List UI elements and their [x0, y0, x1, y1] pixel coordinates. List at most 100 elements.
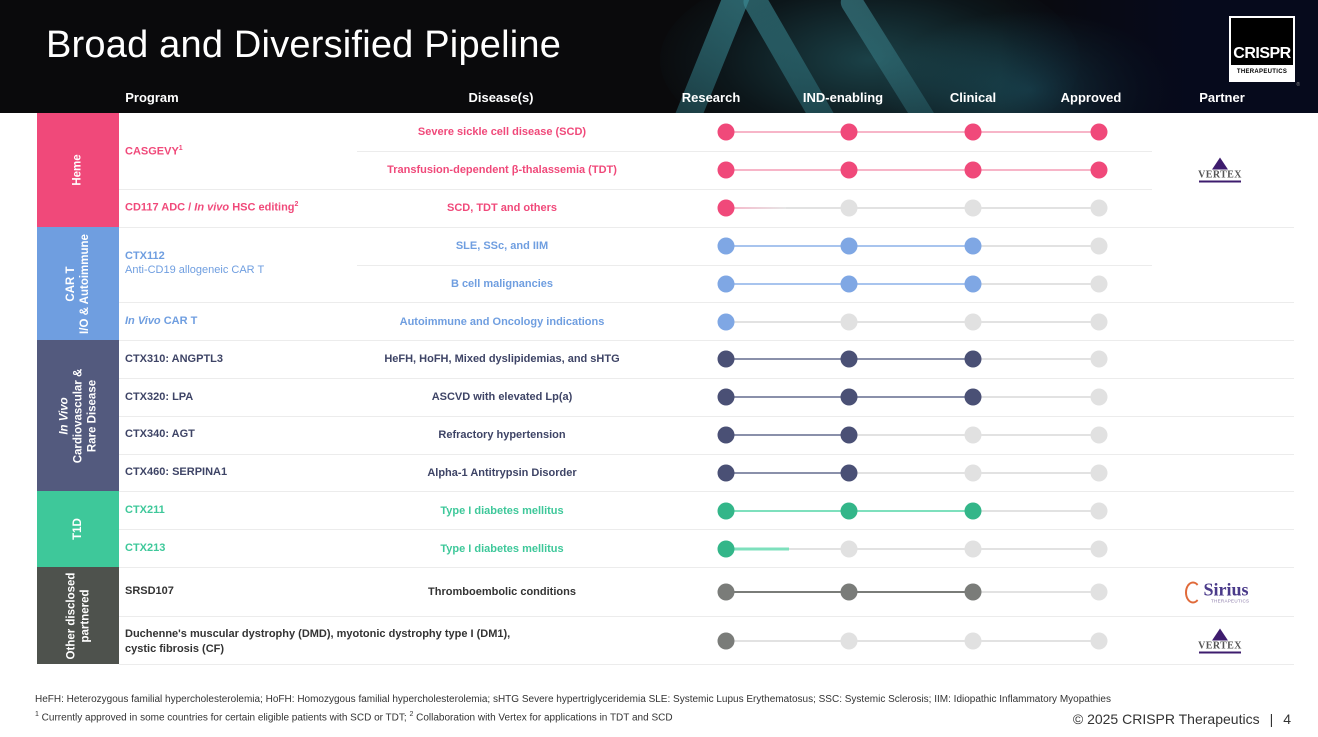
stage-dot-research [717, 161, 735, 179]
stage-dot-clinical [964, 350, 982, 368]
stage-dot-approved [1090, 161, 1108, 179]
category-in-vivo-cardio: In Vivo Cardiovascular & Rare Disease [37, 340, 119, 491]
stage-dot-approved [1090, 583, 1108, 601]
stage-dot-clinical [964, 161, 982, 179]
disease-label: Thromboembolic conditions [428, 586, 576, 598]
stage-dot-research [717, 540, 735, 558]
stage-dot-clinical [964, 313, 982, 331]
stage-dot-clinical [964, 388, 982, 406]
column-header-ind-enabling: IND-enabling [802, 90, 884, 105]
column-header-disease: Disease(s) [468, 90, 534, 105]
stage-dot-clinical [964, 632, 982, 650]
stage-dot-ind [840, 161, 858, 179]
disease-label: Refractory hypertension [438, 429, 566, 441]
stage-dot-clinical [964, 426, 982, 444]
column-header-clinical: Clinical [949, 90, 997, 105]
stage-dot-clinical [964, 464, 982, 482]
disease-label: Autoimmune and Oncology indications [399, 316, 605, 328]
program-ctx211: CTX211 [125, 504, 165, 516]
stage-dot-research [717, 583, 735, 601]
program-ctx460: CTX460: SERPINA1 [125, 466, 228, 478]
disease-label: SCD, TDT and others [446, 202, 557, 214]
vertex-triangle-icon [1212, 628, 1228, 641]
stage-dot-research [717, 632, 735, 650]
stage-dot-ind [840, 583, 858, 601]
vertex-logo: VERTEX [1195, 157, 1245, 183]
header-banner: Broad and Diversified Pipeline CRISPR TH… [0, 0, 1318, 113]
disease-label: Transfusion-dependent β-thalassemia (TDT… [387, 164, 617, 176]
disease-label: Type I diabetes mellitus [440, 543, 564, 555]
abbreviations-footnote: HeFH: Heterozygous familial hypercholest… [35, 694, 1111, 705]
stage-dot-ind [840, 540, 858, 558]
stage-dot-approved [1090, 426, 1108, 444]
category-heme: Heme [37, 113, 119, 227]
sirius-logo: Sirius THERAPEUTICS [1185, 581, 1257, 604]
stage-dot-approved [1090, 237, 1108, 255]
stage-dot-approved [1090, 313, 1108, 331]
stage-dot-ind [840, 237, 858, 255]
column-header-partner: Partner [1199, 90, 1245, 105]
stage-dot-approved [1090, 502, 1108, 520]
stage-dot-approved [1090, 275, 1108, 293]
stage-dot-research [717, 464, 735, 482]
disease-label: B cell malignancies [450, 278, 554, 290]
stage-dot-clinical [964, 583, 982, 601]
stage-dot-ind [840, 632, 858, 650]
vertex-logo: VERTEX [1195, 628, 1245, 654]
disease-label: SLE, SSc, and IIM [455, 240, 549, 252]
stage-dot-ind [840, 275, 858, 293]
column-header-research: Research [681, 90, 741, 105]
footnotes: HeFH: Heterozygous familial hypercholest… [35, 692, 1111, 725]
page-number: 4 [1283, 711, 1291, 727]
category-other-partnered: Other disclosed partnered [37, 567, 119, 664]
category-t1d: T1D [37, 491, 119, 567]
stage-dot-ind [840, 464, 858, 482]
stage-dot-clinical [964, 275, 982, 293]
disease-label: ASCVD with elevated Lp(a) [431, 391, 573, 403]
sirius-swirl-icon [1185, 581, 1201, 604]
stage-dot-research [717, 275, 735, 293]
stage-dot-ind [840, 313, 858, 331]
stage-dot-ind [840, 350, 858, 368]
program-in-vivo-car-t: In Vivo CAR T [125, 315, 198, 327]
stage-dot-clinical [964, 237, 982, 255]
progress-bar [726, 131, 1099, 133]
stage-dot-research [717, 388, 735, 406]
program-ctx213: CTX213 [125, 542, 166, 554]
stage-dot-research [717, 426, 735, 444]
column-header-approved: Approved [1060, 90, 1122, 105]
program-ctx320: CTX320: LPA [125, 391, 194, 403]
vertex-triangle-icon [1212, 157, 1228, 170]
stage-dot-research [717, 350, 735, 368]
stage-dot-ind [840, 426, 858, 444]
stage-dot-research [717, 199, 735, 217]
stage-dot-research [717, 123, 735, 141]
program-cd117: CD117 ADC / In vivo HSC editing2 [125, 201, 299, 214]
stage-dot-research [717, 502, 735, 520]
stage-dot-clinical [964, 123, 982, 141]
program-dmd-dm1-cf: Duchenne's muscular dystrophy (DMD), myo… [125, 628, 511, 655]
program-srsd107: SRSD107 [125, 585, 174, 597]
stage-dot-approved [1090, 350, 1108, 368]
stage-dot-ind [840, 502, 858, 520]
stage-dot-ind [840, 199, 858, 217]
program-casgevy: CASGEVY1 [125, 145, 183, 158]
program-ctx112: CTX112 Anti-CD19 allogeneic CAR T [125, 250, 265, 276]
stage-dot-research [717, 313, 735, 331]
stage-dot-ind [840, 388, 858, 406]
pipeline-table: Heme CAR T I/O & Autoimmune In Vivo Cardio… [37, 113, 1294, 665]
stage-dot-approved [1090, 199, 1108, 217]
disease-label: Alpha-1 Antitrypsin Disorder [427, 467, 577, 479]
progress-bar [726, 169, 1099, 171]
crispr-logo: CRISPR THERAPEUTICS ® [1229, 16, 1300, 88]
stage-dot-research [717, 237, 735, 255]
progress-bar [726, 472, 849, 474]
stage-dot-approved [1090, 464, 1108, 482]
stage-dot-approved [1090, 123, 1108, 141]
column-header-program: Program [125, 90, 179, 105]
disease-label: Severe sickle cell disease (SCD) [417, 126, 587, 138]
category-car-t: CAR T I/O & Autoimmune [37, 227, 119, 340]
stage-dot-clinical [964, 502, 982, 520]
progress-bar [726, 207, 786, 209]
